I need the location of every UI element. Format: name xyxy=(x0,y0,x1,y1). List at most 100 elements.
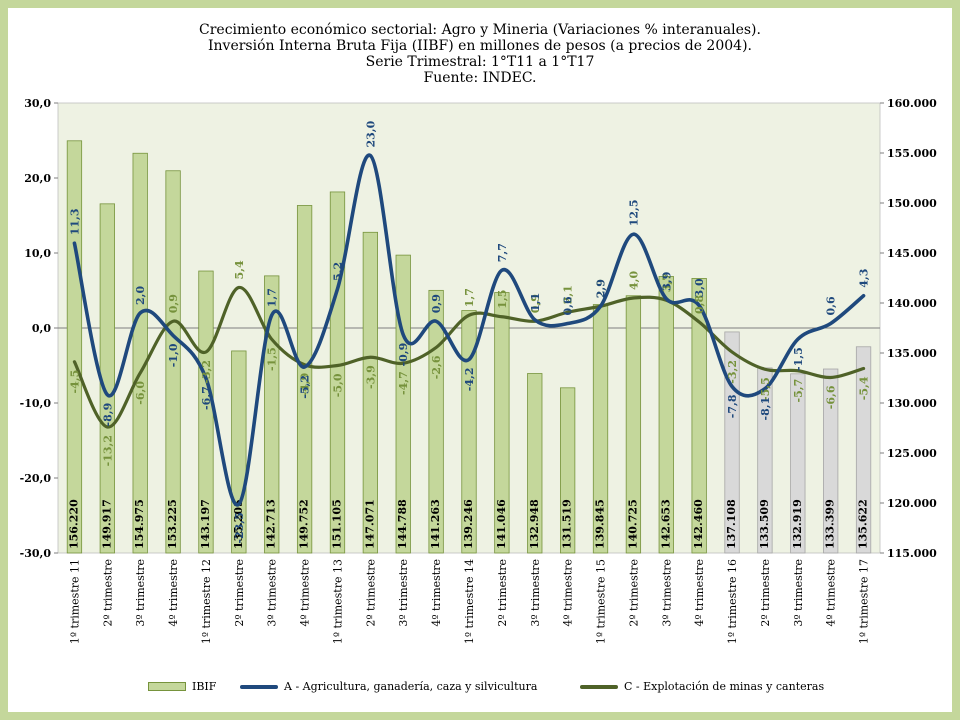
bar-value-label: 144.788 xyxy=(396,499,409,549)
y-right-tick-label: 125.000 xyxy=(887,447,937,460)
bar-ibif xyxy=(132,152,148,554)
data-label-series-a: -5,2 xyxy=(299,375,312,399)
legend-label-series-c: C - Explotación de minas y canteras xyxy=(624,680,825,693)
y-left-tick-label: -20,0 xyxy=(20,472,52,485)
data-label-series-c: -5,4 xyxy=(858,376,871,400)
bar-value-label: 133.509 xyxy=(758,499,771,549)
y-right-tick-label: 150.000 xyxy=(887,197,937,210)
bar-value-label: 132.948 xyxy=(528,499,541,549)
y-left-tick-label: 10,0 xyxy=(24,247,51,260)
data-label-series-c: -5,5 xyxy=(759,377,772,401)
y-left-tick-label: 0,0 xyxy=(32,322,51,335)
x-tick-label: 3º trimestre xyxy=(792,559,805,627)
data-label-series-a: 4,3 xyxy=(858,269,871,288)
bar-ibif xyxy=(527,373,543,554)
bar-value-label: 137.108 xyxy=(725,499,738,549)
legend-item-series-a: A - Agricultura, ganadería, caza y silvi… xyxy=(240,680,537,693)
bar-ibif xyxy=(461,310,477,554)
bar-value-label: 140.725 xyxy=(626,499,639,549)
bar-value-label: 139.845 xyxy=(594,499,607,549)
x-tick-label: 3º trimestre xyxy=(529,559,542,627)
y-right-tick-label: 130.000 xyxy=(887,397,937,410)
x-tick-label: 4º trimestre xyxy=(562,559,575,627)
data-label-series-a: 3,0 xyxy=(693,278,706,297)
x-tick-label: 3º trimestre xyxy=(134,559,147,627)
x-tick-label: 1º trimestre 17 xyxy=(858,559,871,644)
y-left-tick-label: 30,0 xyxy=(24,97,51,110)
bar-value-label: 142.653 xyxy=(659,499,672,549)
bar-value-label: 141.263 xyxy=(429,499,442,549)
bar-value-label: 149.917 xyxy=(100,499,113,549)
bar-value-label: 156.220 xyxy=(67,499,80,549)
data-label-series-a: -23,5 xyxy=(233,512,246,543)
bar-value-label: 133.399 xyxy=(824,499,837,549)
bar-value-label: 142.713 xyxy=(265,499,278,549)
data-label-series-c: 1,5 xyxy=(496,290,509,309)
data-label-series-a: 12,5 xyxy=(627,199,640,226)
data-label-series-a: -1,0 xyxy=(167,343,180,367)
legend-label-ibif: IBIF xyxy=(192,680,217,693)
bar-value-label: 143.197 xyxy=(199,499,212,549)
bar-ibif xyxy=(823,368,839,554)
x-tick-label: 2º trimestre xyxy=(627,559,640,627)
bar-ibif xyxy=(329,191,346,554)
data-label-series-c: 0,9 xyxy=(167,294,180,313)
x-tick-label: 3º trimestre xyxy=(266,559,279,627)
data-label-series-a: -6,7 xyxy=(200,386,213,410)
x-tick-label: 1º trimestre 16 xyxy=(726,559,739,644)
line-series-a xyxy=(72,153,866,507)
x-tick-label: 2º trimestre xyxy=(496,559,509,627)
title-line-2: Inversión Interna Bruta Fija (IIBF) en m… xyxy=(208,38,752,54)
data-label-series-a: -8,9 xyxy=(101,403,114,427)
data-label-series-a: 2,0 xyxy=(134,286,147,305)
data-label-series-c: 3,7 xyxy=(660,273,673,292)
chart-title: Crecimiento económico sectorial: Agro y … xyxy=(8,22,952,86)
bar-value-label: 147.071 xyxy=(363,499,376,549)
bar-ibif xyxy=(296,205,313,554)
data-label-series-c: -3,2 xyxy=(726,360,739,384)
x-tick-label: 1º trimestre 13 xyxy=(331,559,344,644)
data-label-series-a: 7,7 xyxy=(496,243,509,262)
bar-value-label: 131.519 xyxy=(561,499,574,549)
bar-ibif xyxy=(362,231,378,554)
data-label-series-c: -3,2 xyxy=(200,360,213,384)
y-left-tick-label: -30,0 xyxy=(20,547,52,560)
x-tick-label: 1º trimestre 14 xyxy=(463,559,476,644)
data-label-series-c: 4,0 xyxy=(627,271,640,290)
data-label-series-a: -4,2 xyxy=(463,368,476,392)
title-line-3: Serie Trimestral: 1°T11 a 1°T17 xyxy=(365,54,595,70)
data-label-series-a: 0,9 xyxy=(430,294,443,313)
data-label-series-a: 3,9 xyxy=(660,272,673,291)
y-right-tick-label: 115.000 xyxy=(887,547,937,560)
bar-ibif xyxy=(790,373,806,554)
data-label-series-c: -3,9 xyxy=(364,365,377,389)
data-label-series-c: 2,9 xyxy=(595,279,608,298)
bar-value-label: 141.046 xyxy=(495,499,508,549)
legend-label-series-a: A - Agricultura, ganadería, caza y silvi… xyxy=(284,680,538,693)
data-label-series-a: 0,6 xyxy=(562,296,575,315)
bar-ibif xyxy=(625,295,642,554)
bar-ibif xyxy=(724,331,740,554)
x-tick-label: 2º trimestre xyxy=(233,559,246,627)
x-tick-label: 2º trimestre xyxy=(101,559,114,627)
legend-swatch-series-c xyxy=(580,684,618,689)
data-label-series-a: -8,1 xyxy=(759,397,772,421)
x-tick-label: 1º trimestre 15 xyxy=(595,559,608,644)
y-left-tick-label: -10,0 xyxy=(20,397,52,410)
data-label-series-a: 1,7 xyxy=(266,288,279,307)
data-label-series-a: -0,9 xyxy=(397,343,410,367)
x-tick-label: 4º trimestre xyxy=(825,559,838,627)
x-tick-label: 3º trimestre xyxy=(397,559,410,627)
x-tick-label: 3º trimestre xyxy=(660,559,673,627)
legend: IBIF A - Agricultura, ganadería, caza y … xyxy=(148,680,868,696)
data-label-series-c: -13,2 xyxy=(101,435,114,466)
x-tick-label: 4º trimestre xyxy=(167,559,180,627)
data-label-series-c: 5,4 xyxy=(233,260,246,279)
x-tick-label: 1º trimestre 11 xyxy=(68,559,81,644)
bar-ibif xyxy=(165,170,181,554)
data-label-series-c: -5,7 xyxy=(792,379,805,403)
data-label-series-a: 2,9 xyxy=(595,279,608,298)
data-label-series-c: -2,6 xyxy=(430,355,443,379)
legend-swatch-series-a xyxy=(240,684,278,689)
y-right-tick-label: 135.000 xyxy=(887,347,937,360)
